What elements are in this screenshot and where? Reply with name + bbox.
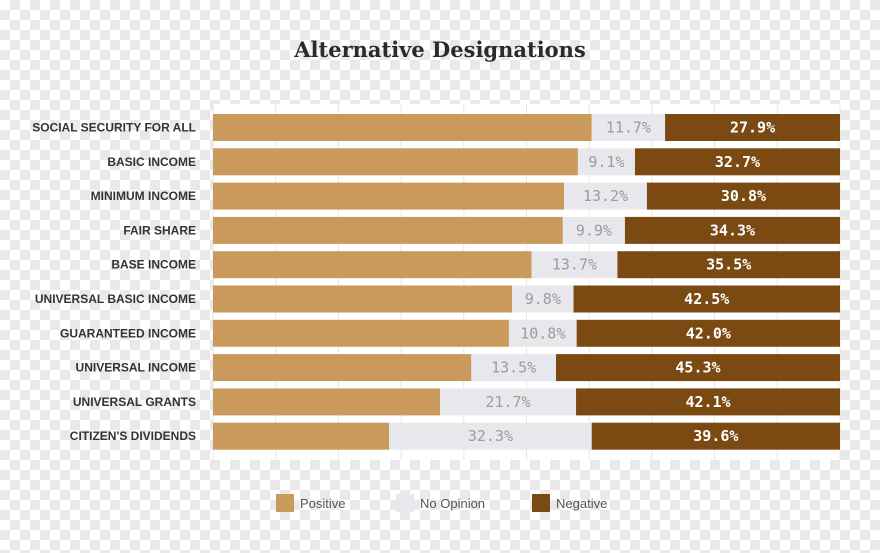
legend-label: No Opinion [420, 496, 485, 511]
data-label: 9.8% [525, 290, 561, 308]
bar-negative [617, 251, 840, 279]
bar-negative [573, 285, 840, 313]
bar-negative [576, 319, 840, 347]
bar-no-opinion [531, 251, 618, 279]
bar-no-opinion [439, 388, 577, 416]
legend-swatch-no-opinion [396, 494, 414, 512]
bar-negative [634, 148, 840, 176]
data-label: 42.5% [684, 290, 729, 308]
data-label: 45.3% [675, 359, 720, 377]
category-label: SOCIAL SECURITY FOR ALL [32, 121, 196, 135]
data-label: 11.7% [606, 119, 651, 137]
bar-no-opinion [389, 422, 592, 450]
data-label: 13.2% [583, 187, 628, 205]
bar-negative [665, 114, 840, 141]
category-label: BASIC INCOME [107, 155, 196, 169]
bar-no-opinion [577, 148, 635, 176]
bar-no-opinion [591, 114, 666, 141]
category-label: CITIZEN'S DIVIDENDS [70, 429, 196, 443]
bar-positive [213, 216, 563, 244]
bar-no-opinion [564, 182, 647, 210]
category-label: MINIMUM INCOME [91, 189, 196, 203]
bar-positive [213, 388, 440, 416]
bar-positive [213, 114, 592, 141]
data-label: 32.3% [468, 427, 513, 445]
data-label: 21.7% [485, 393, 530, 411]
bar-negative [576, 388, 840, 416]
data-label: 9.9% [576, 221, 612, 239]
data-label: 39.6% [693, 427, 738, 445]
category-labels: SOCIAL SECURITY FOR ALL BASIC INCOME MINIM… [32, 121, 196, 444]
legend-label: Negative [556, 496, 607, 511]
bar-negative [646, 182, 840, 210]
bar-no-opinion [512, 285, 574, 313]
data-label: 13.5% [491, 359, 536, 377]
bar-negative [555, 354, 840, 382]
bar-negative [591, 422, 840, 450]
data-label: 42.0% [686, 324, 731, 342]
category-label: UNIVERSAL INCOME [76, 361, 196, 375]
data-label: 30.8% [721, 187, 766, 205]
category-label: GUARANTEED INCOME [60, 326, 196, 340]
legend: Positive No Opinion Negative [276, 494, 607, 512]
bar-positive [213, 182, 565, 210]
bar-no-opinion [508, 319, 577, 347]
data-label: 32.7% [715, 153, 760, 171]
category-label: UNIVERSAL GRANTS [73, 395, 196, 409]
chart-title: Alternative Designations [293, 37, 586, 62]
data-label: 10.8% [520, 324, 565, 342]
data-label: 27.9% [730, 119, 775, 137]
bar-positive [213, 148, 578, 176]
category-label: UNIVERSAL BASIC INCOME [35, 292, 196, 306]
bar-positive [213, 354, 472, 382]
legend-swatch-positive [276, 494, 294, 512]
data-label: 34.3% [710, 221, 755, 239]
bar-positive [213, 319, 509, 347]
category-label: FAIR SHARE [123, 223, 196, 237]
category-label: BASE INCOME [111, 258, 196, 272]
bar-positive [213, 285, 513, 313]
legend-swatch-negative [532, 494, 550, 512]
data-label: 42.1% [685, 393, 730, 411]
data-label: 13.7% [552, 256, 597, 274]
data-label: 9.1% [588, 153, 624, 171]
bar-positive [213, 422, 390, 450]
bar-negative [624, 216, 840, 244]
bar-positive [213, 251, 532, 279]
bars: 11.7% 27.9% 9.1% 32.7% 13.2% 30.8% 9.9% 34.3% 13… [213, 114, 840, 450]
bar-no-opinion [562, 216, 625, 244]
bar-no-opinion [471, 354, 556, 382]
legend-label: Positive [300, 496, 346, 511]
data-label: 35.5% [706, 256, 751, 274]
